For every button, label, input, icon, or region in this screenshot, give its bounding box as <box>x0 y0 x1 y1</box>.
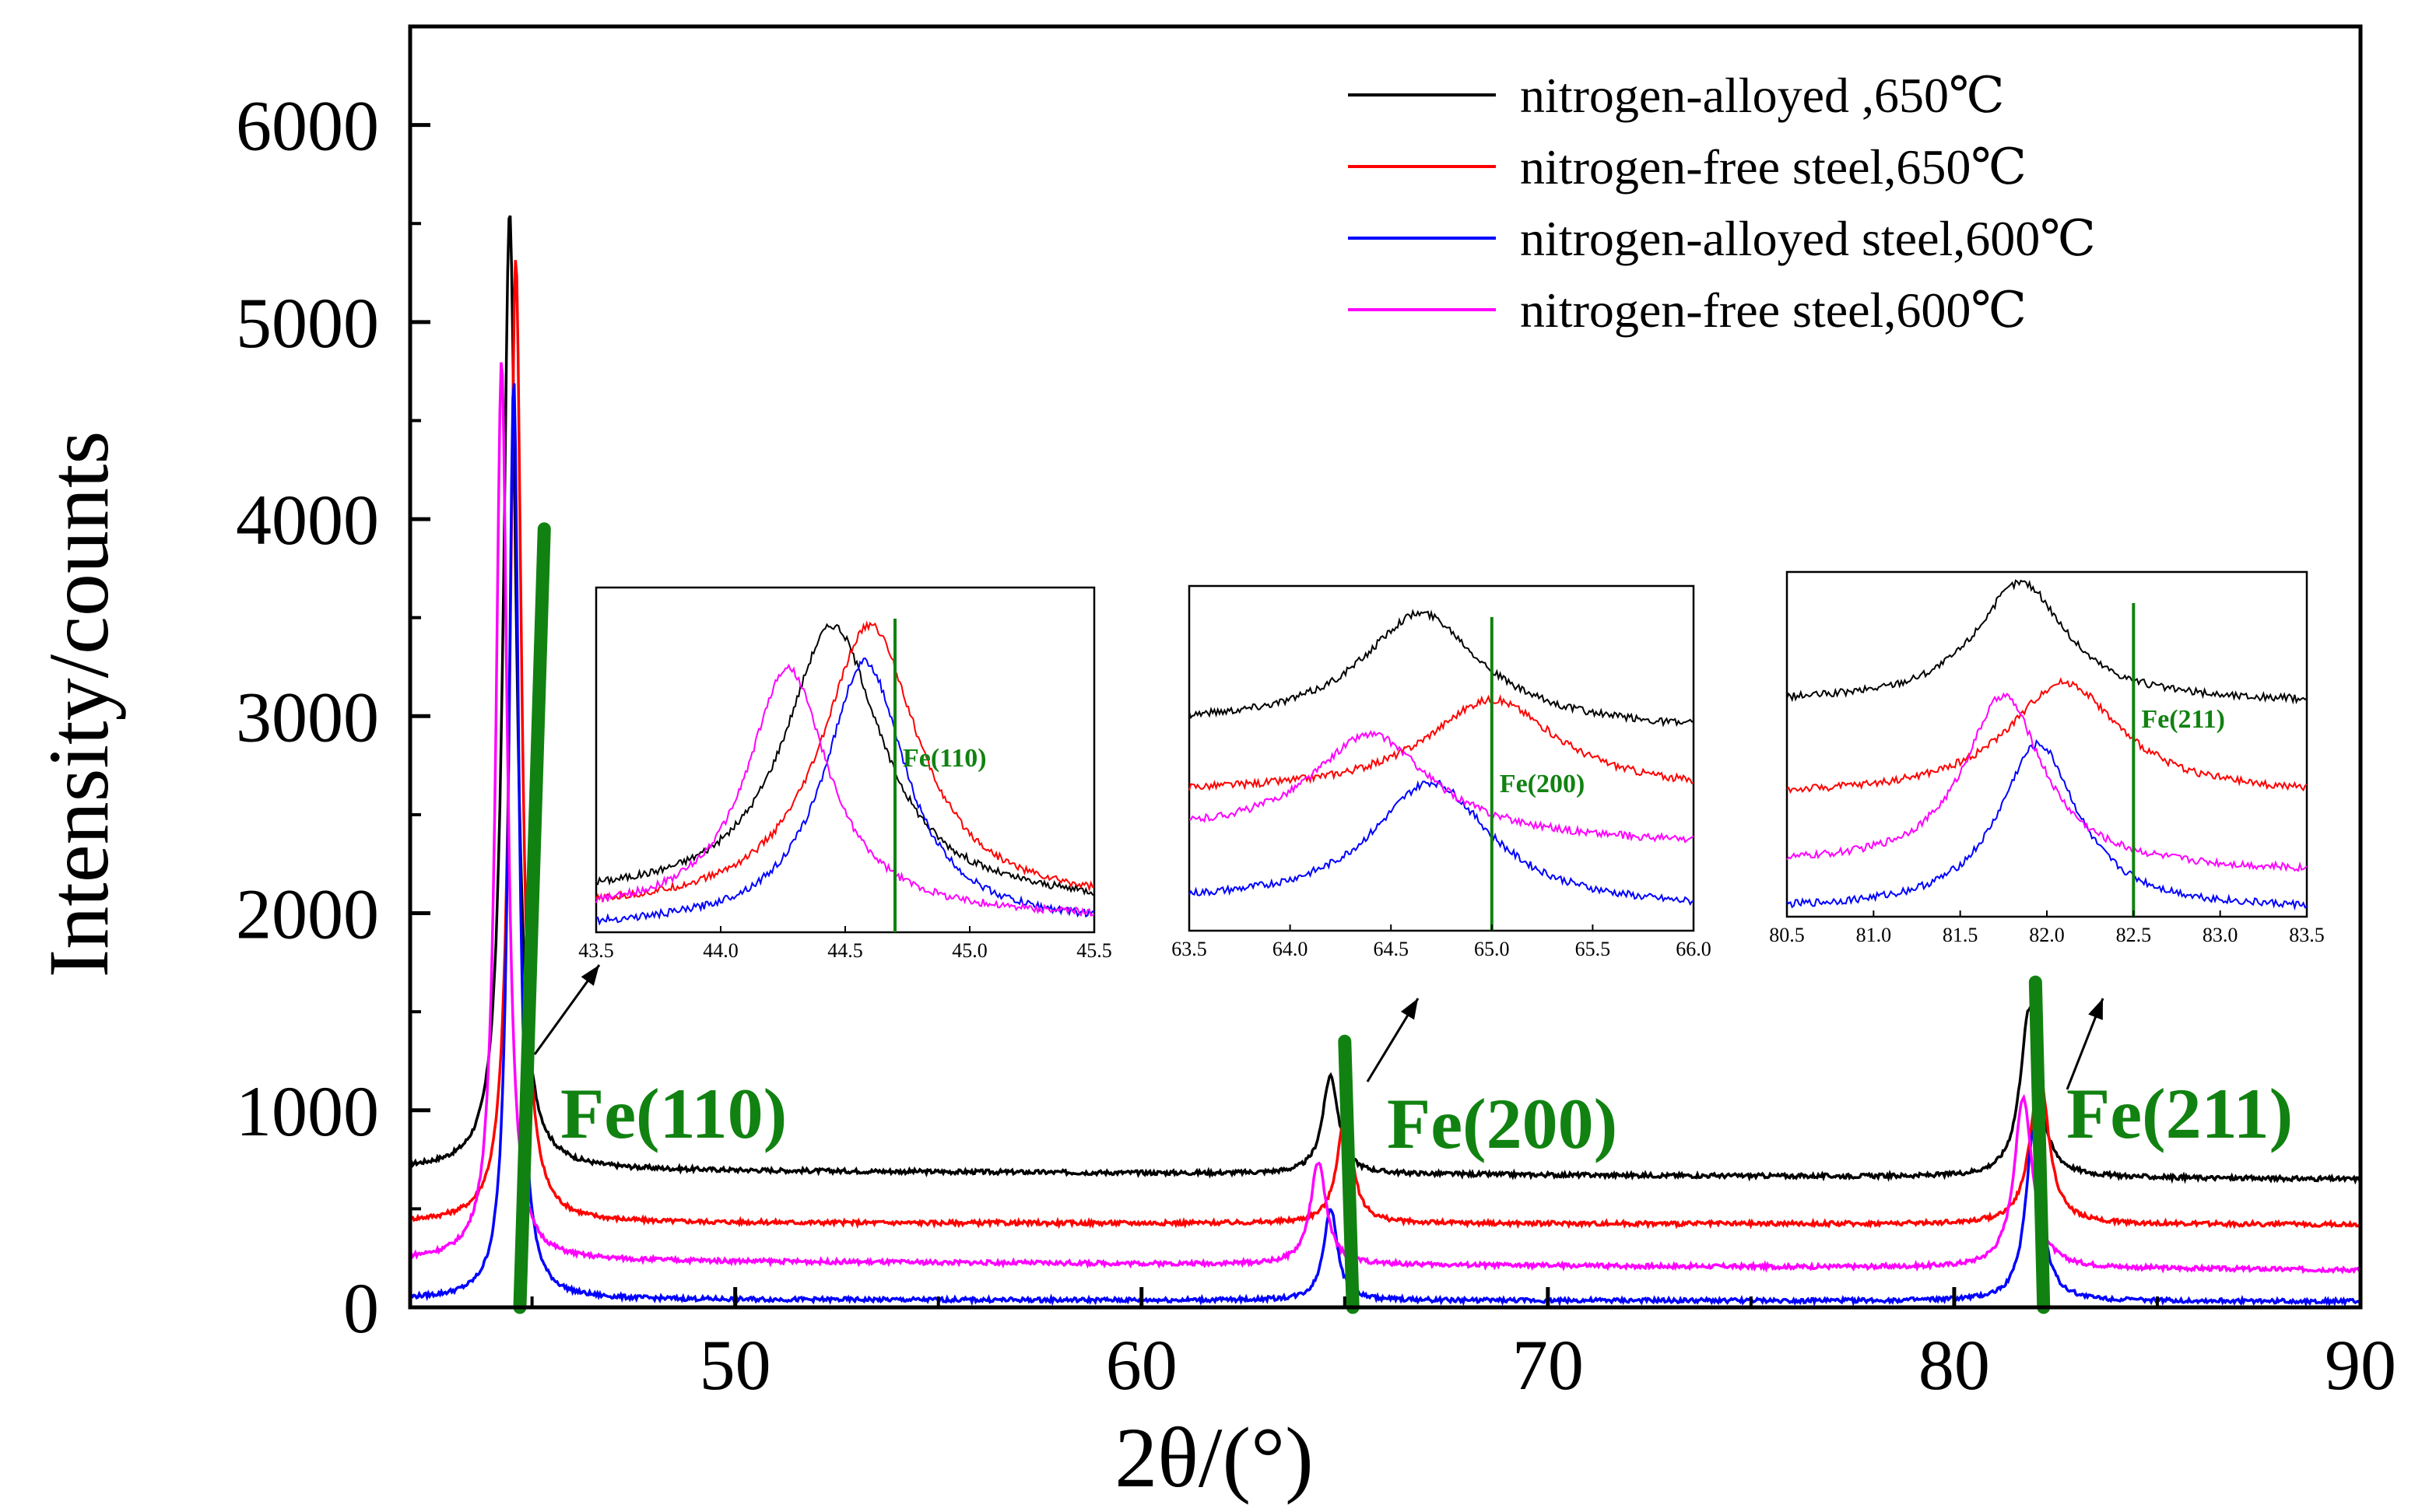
inset-tick-label: 45.0 <box>952 939 988 962</box>
axes-layer: 50 60 70 80 90 0 1000 2000 3000 4000 5000 6000 <box>236 86 2396 1405</box>
inset-arrow-head <box>2088 998 2103 1020</box>
inset-tick-label: 82.0 <box>2029 924 2065 946</box>
reference-line-label: Fe(110) <box>560 1074 787 1153</box>
y-tick-label: 6000 <box>236 86 379 166</box>
inset-frame <box>595 586 1096 934</box>
legend-label: nitrogen-free steel,650℃ <box>1520 139 2027 195</box>
inset-series-line <box>1786 692 2308 872</box>
reference-line <box>513 522 551 1314</box>
inset-tick-label: 64.5 <box>1373 938 1409 960</box>
inset-tick-label: 45.5 <box>1076 939 1112 962</box>
inset-reference-label: Fe(110) <box>903 744 987 773</box>
inset-tick-label: 82.5 <box>2116 924 2152 946</box>
reference-line <box>1338 1034 1360 1314</box>
legend: nitrogen-alloyed ,650℃ nitrogen-free stee… <box>1348 68 2096 338</box>
y-tick-label: 5000 <box>236 283 379 363</box>
inset-series-line <box>1786 579 2308 705</box>
inset-tick-label: 65.5 <box>1575 938 1611 960</box>
inset-reference-label: Fe(200) <box>1500 770 1585 798</box>
y-tick-label: 1000 <box>236 1072 379 1151</box>
inset-series-line <box>595 620 1095 903</box>
inset-tick-label: 44.5 <box>827 939 863 962</box>
inset-arrow-head <box>1400 998 1418 1020</box>
reference-line-label: Fe(211) <box>2066 1074 2293 1153</box>
inset-tick-label: 81.0 <box>1856 924 1892 946</box>
inset-series-line <box>1786 677 2308 795</box>
x-axis-title: 2θ/(°) <box>1114 1410 1314 1505</box>
inset-series-line <box>595 623 1095 896</box>
inset-frame <box>1785 570 2308 918</box>
inset-series-line <box>595 657 1095 926</box>
inset-tick-label: 64.0 <box>1272 938 1308 960</box>
legend-label: nitrogen-free steel,600℃ <box>1520 282 2027 338</box>
inset-tick-label: 81.5 <box>1943 924 1978 946</box>
inset-tick-label: 83.5 <box>2289 924 2325 946</box>
inset-series-line <box>595 663 1095 917</box>
reference-line <box>2028 975 2051 1314</box>
inset-tick-label: 66.0 <box>1676 938 1711 960</box>
y-tick-label: 2000 <box>236 875 379 954</box>
inset-series-line <box>1786 738 2308 911</box>
inset-series-line <box>1188 729 1694 844</box>
insets-layer: Fe(110) 43.5 44.0 44.5 45.0 45.5 Fe(200) 63.5 64… <box>533 570 2325 1090</box>
reference-lines-layer: Fe(110) Fe(200) Fe(211) <box>513 522 2293 1314</box>
x-tick-label: 50 <box>700 1325 771 1405</box>
inset-tick-label: 43.5 <box>578 939 614 962</box>
inset-tick-label: 63.5 <box>1171 938 1207 960</box>
legend-label: nitrogen-alloyed steel,600℃ <box>1520 211 2096 266</box>
inset-tick-label: 83.0 <box>2203 924 2238 946</box>
inset-tick-label: 80.5 <box>1769 924 1805 946</box>
x-tick-label: 60 <box>1106 1325 1178 1405</box>
inset-reference-label: Fe(211) <box>2141 705 2225 734</box>
y-axis-title: Intensity/counts <box>31 431 126 978</box>
inset-series-line <box>1188 609 1694 728</box>
inset-arrow-head <box>581 965 599 986</box>
inset-tick-label: 65.0 <box>1474 938 1510 960</box>
plot-frame <box>408 24 2363 1310</box>
inset-tick-label: 44.0 <box>703 939 739 962</box>
x-tick-label: 70 <box>1512 1325 1584 1405</box>
y-tick-label: 0 <box>343 1268 379 1348</box>
reference-line-label: Fe(200) <box>1387 1084 1617 1163</box>
x-tick-label: 90 <box>2325 1325 2396 1405</box>
inset-series-line <box>1188 694 1694 791</box>
x-tick-label: 80 <box>1918 1325 1990 1405</box>
legend-label: nitrogen-alloyed ,650℃ <box>1520 68 2005 123</box>
y-tick-label: 3000 <box>236 677 379 756</box>
inset-frame <box>1188 584 1695 932</box>
y-tick-label: 4000 <box>236 480 379 560</box>
